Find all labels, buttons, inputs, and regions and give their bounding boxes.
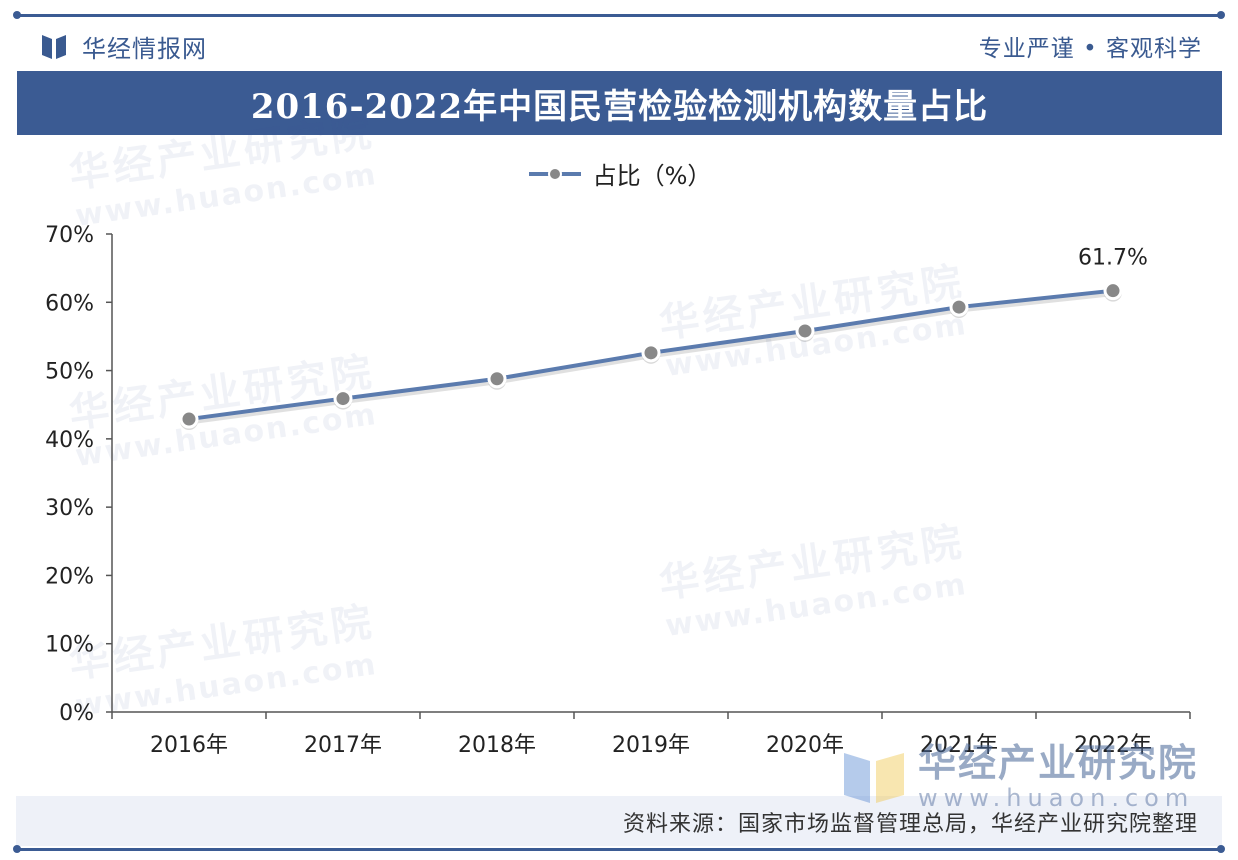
data-point [487, 369, 507, 389]
corner-logo: 华经产业研究院 www.huaon.com [842, 744, 1198, 810]
x-tick-label: 2017年 [304, 733, 382, 758]
chart-title: 2016-2022年中国民营检验检测机构数量占比 [250, 86, 989, 127]
y-tick-label: 10% [45, 633, 94, 658]
y-tick-label: 70% [45, 223, 94, 248]
corner-logo-url: www.huaon.com [917, 784, 1195, 812]
x-tick-label: 2018年 [458, 733, 536, 758]
legend-line-marker-icon [528, 166, 581, 181]
slogan: 专业严谨 • 客观科学 [978, 36, 1202, 62]
x-tick-label: 2016年 [150, 733, 228, 758]
brand-name: 华经情报网 [82, 34, 207, 63]
x-tick-label: 2022年 [1074, 733, 1152, 758]
x-tick-label: 2021年 [920, 733, 998, 758]
brand-logo-icon [42, 35, 66, 59]
y-tick-label: 30% [45, 496, 94, 521]
title-bar: 2016-2022年中国民营检验检测机构数量占比 [17, 71, 1222, 135]
data-point [949, 297, 969, 317]
y-tick-label: 0% [59, 701, 94, 726]
source-note: 资料来源：国家市场监督管理总局，华经产业研究院整理 [622, 812, 1198, 837]
legend: 占比（%） [0, 156, 1238, 191]
data-point [179, 409, 199, 429]
legend-label: 占比（%） [592, 162, 712, 190]
y-tick-label: 50% [45, 360, 94, 385]
corner-logo-icon [843, 753, 904, 803]
data-point [641, 343, 661, 363]
data-point [795, 321, 815, 341]
data-label: 61.7% [1078, 246, 1148, 271]
top-rule [13, 11, 1225, 19]
header: 华经情报网 专业严谨 • 客观科学 [40, 26, 1202, 66]
data-point [333, 389, 353, 409]
x-tick-label: 2020年 [766, 733, 844, 758]
y-tick-label: 20% [45, 564, 94, 589]
brand: 华经情报网 [40, 29, 207, 64]
footer-strip [16, 796, 1222, 846]
data-point [1103, 281, 1123, 301]
y-tick-label: 40% [45, 428, 94, 453]
y-tick-label: 60% [45, 291, 94, 316]
bottom-rule [13, 845, 1225, 853]
x-tick-label: 2019年 [612, 733, 690, 758]
corner-logo-name: 华经产业研究院 [917, 741, 1198, 785]
